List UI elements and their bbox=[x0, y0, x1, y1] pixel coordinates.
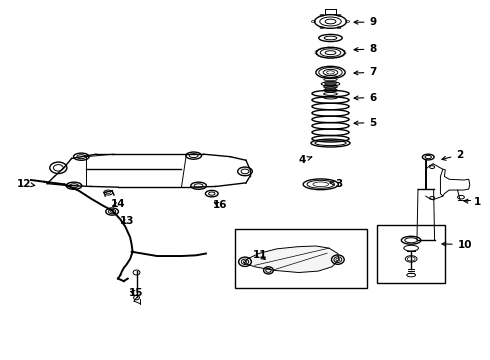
Text: 5: 5 bbox=[354, 118, 377, 128]
Text: 8: 8 bbox=[354, 44, 377, 54]
Text: 7: 7 bbox=[354, 67, 377, 77]
Text: 6: 6 bbox=[354, 93, 377, 103]
Text: 15: 15 bbox=[129, 288, 144, 298]
Text: 10: 10 bbox=[442, 239, 472, 249]
Text: 11: 11 bbox=[252, 250, 267, 260]
Text: 13: 13 bbox=[120, 216, 134, 226]
Bar bbox=[377, 225, 445, 283]
Text: 9: 9 bbox=[354, 17, 377, 27]
Text: 12: 12 bbox=[17, 179, 35, 189]
Text: 4: 4 bbox=[299, 155, 312, 165]
Polygon shape bbox=[244, 246, 339, 273]
Text: 1: 1 bbox=[464, 197, 481, 207]
Text: 3: 3 bbox=[330, 179, 343, 189]
Bar bbox=[235, 229, 367, 288]
Text: 16: 16 bbox=[212, 200, 227, 210]
Text: 14: 14 bbox=[111, 199, 125, 210]
Text: 2: 2 bbox=[442, 150, 464, 160]
